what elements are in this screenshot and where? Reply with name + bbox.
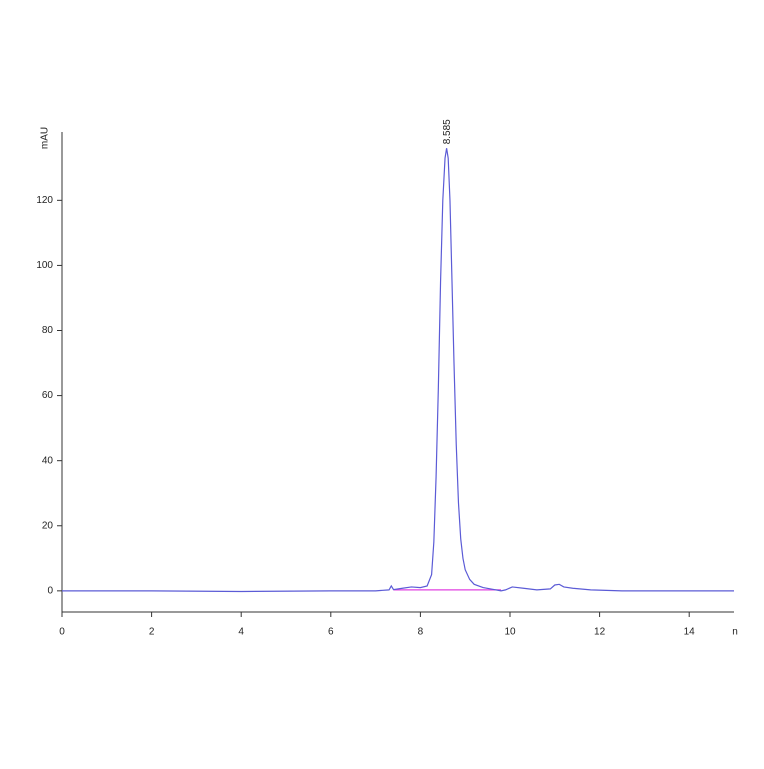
y-tick-label: 120	[36, 195, 53, 206]
y-tick-label: 60	[42, 390, 54, 401]
x-tick-label: 14	[684, 627, 696, 638]
y-tick-label: 80	[42, 325, 54, 336]
peak-label: 8.585	[442, 119, 453, 144]
x-tick-label: 4	[238, 627, 244, 638]
x-axis-label: n	[732, 627, 738, 638]
x-tick-label: 0	[59, 627, 65, 638]
y-axis-label: mAU	[40, 127, 51, 149]
series-line	[62, 148, 734, 593]
y-tick-label: 0	[47, 585, 53, 596]
x-tick-label: 8	[418, 627, 424, 638]
x-tick-label: 10	[504, 627, 516, 638]
x-tick-label: 2	[149, 627, 155, 638]
y-tick-label: 40	[42, 455, 54, 466]
y-tick-label: 20	[42, 520, 54, 531]
x-tick-label: 6	[328, 627, 334, 638]
x-tick-label: 12	[594, 627, 606, 638]
y-tick-label: 100	[36, 260, 53, 271]
